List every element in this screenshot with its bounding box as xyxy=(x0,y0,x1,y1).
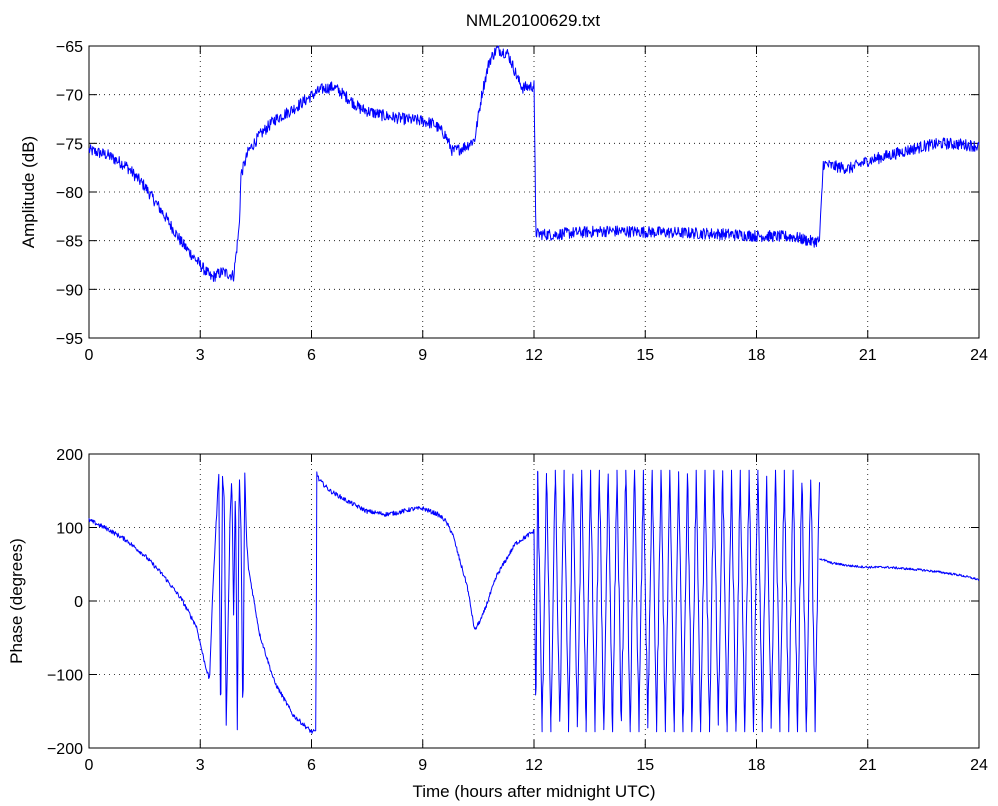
phase-x-tick-label: 3 xyxy=(196,757,205,774)
phase-y-tick-label: 200 xyxy=(56,447,83,464)
phase-x-tick-label: 0 xyxy=(85,757,94,774)
phase-x-tick-label: 18 xyxy=(748,757,766,774)
phase-x-tick-label: 24 xyxy=(970,757,988,774)
amplitude-tick-marks xyxy=(88,45,980,339)
amplitude-x-tick-label: 6 xyxy=(307,347,316,364)
amplitude-y-tick-label: −95 xyxy=(56,331,83,348)
phase-x-axis-label: Time (hours after midnight UTC) xyxy=(412,782,655,801)
phase-tick-marks xyxy=(88,453,980,749)
amplitude-y-tick-labels: −95 −90 −85 −80 −75 −70 −65 xyxy=(56,39,83,348)
phase-x-tick-label: 21 xyxy=(859,757,877,774)
phase-y-tick-label: −200 xyxy=(47,741,83,758)
amplitude-x-tick-label: 18 xyxy=(748,347,766,364)
amplitude-subplot: 0 3 6 9 12 15 18 21 24 −95 −90 −85 −80 −75 −70 −65 Amp… xyxy=(19,39,988,364)
phase-series-line xyxy=(537,469,820,733)
amplitude-y-tick-label: −75 xyxy=(56,136,83,153)
phase-subplot: 0 3 6 9 12 15 18 21 24 −200 −100 0 100 200 Phase (de… xyxy=(7,447,988,801)
amplitude-x-tick-label: 12 xyxy=(525,347,543,364)
phase-gridlines xyxy=(89,454,979,748)
phase-x-tick-label: 12 xyxy=(525,757,543,774)
amplitude-series-group xyxy=(88,45,980,282)
amplitude-x-tick-label: 15 xyxy=(636,347,654,364)
phase-x-tick-label: 6 xyxy=(307,757,316,774)
amplitude-x-tick-label: 3 xyxy=(196,347,205,364)
phase-y-tick-label: −100 xyxy=(47,668,83,685)
phase-y-tick-label: 100 xyxy=(56,521,83,538)
phase-y-axis-label: Phase (degrees) xyxy=(7,538,26,664)
amplitude-x-tick-label: 24 xyxy=(970,347,988,364)
amplitude-x-tick-label: 21 xyxy=(859,347,877,364)
phase-series-line xyxy=(819,558,980,581)
phase-series-group xyxy=(88,469,980,734)
amplitude-y-tick-label: −85 xyxy=(56,234,83,251)
amplitude-x-tick-labels: 0 3 6 9 12 15 18 21 24 xyxy=(85,347,988,364)
phase-series-line xyxy=(88,470,539,734)
phase-y-tick-label: 0 xyxy=(74,594,83,611)
figure-title: NML20100629.txt xyxy=(466,11,600,30)
amplitude-x-tick-label: 0 xyxy=(85,347,94,364)
amplitude-y-tick-label: −70 xyxy=(56,88,83,105)
phase-y-tick-labels: −200 −100 0 100 200 xyxy=(47,447,83,758)
amplitude-y-tick-label: −65 xyxy=(56,39,83,56)
amplitude-y-axis-label: Amplitude (dB) xyxy=(19,136,38,248)
phase-x-tick-label: 9 xyxy=(418,757,427,774)
phase-x-tick-label: 15 xyxy=(636,757,654,774)
phase-x-tick-labels: 0 3 6 9 12 15 18 21 24 xyxy=(85,757,988,774)
amplitude-x-tick-label: 9 xyxy=(418,347,427,364)
amplitude-series-line xyxy=(88,45,980,282)
amplitude-y-tick-label: −90 xyxy=(56,282,83,299)
amplitude-y-tick-label: −80 xyxy=(56,185,83,202)
